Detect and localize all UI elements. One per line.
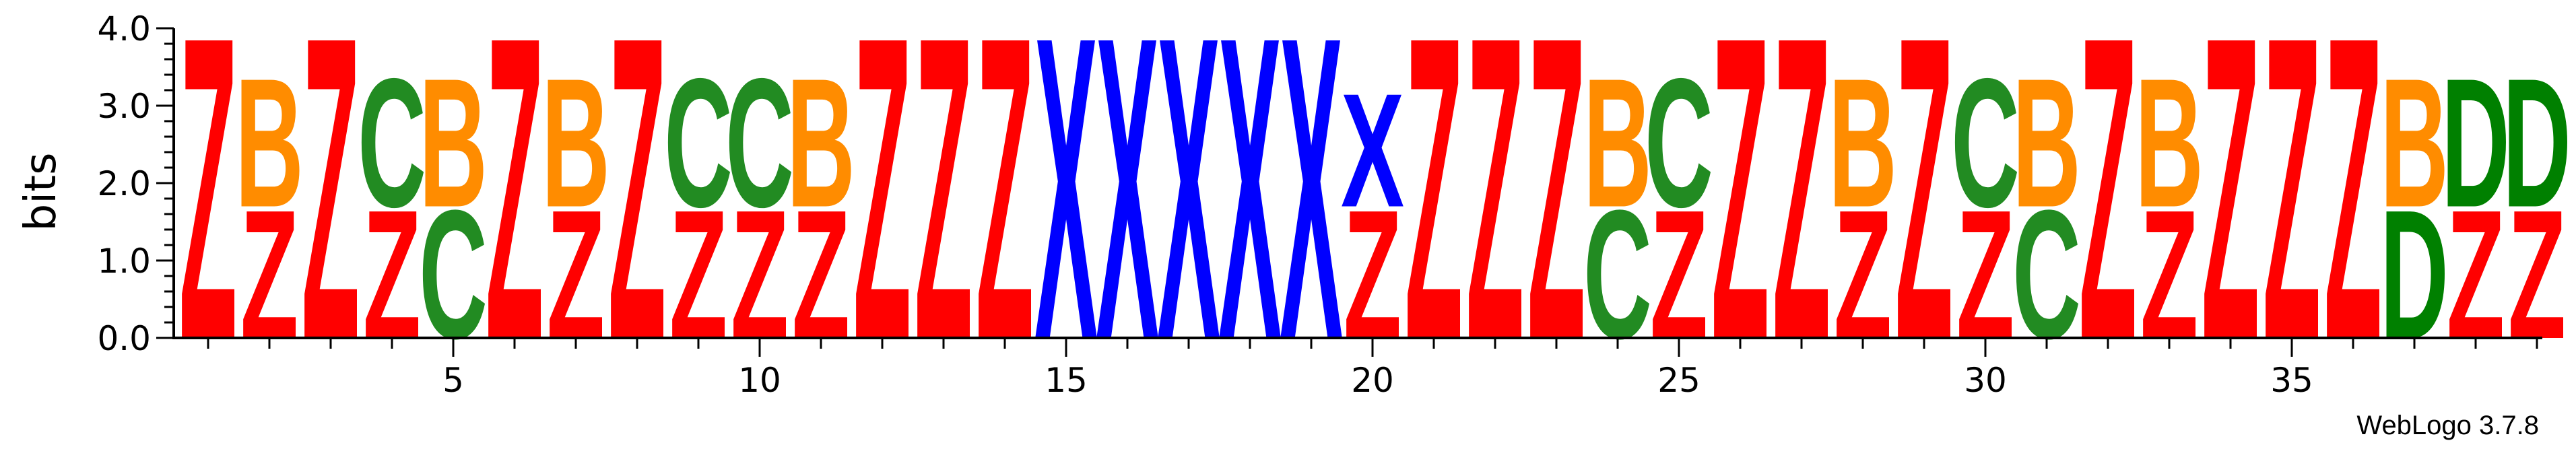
logo-letter-z: Z	[179, 0, 237, 430]
x-tick-label: 35	[2270, 361, 2313, 400]
logo-letter-z: Z	[2079, 0, 2137, 430]
x-axis-ticks: 5 10 15 20 25 30 35	[207, 338, 2538, 400]
x-tick-label: 5	[442, 361, 464, 400]
logo-letter-z: Z	[2324, 0, 2382, 430]
x-tick-label: 25	[1657, 361, 1700, 400]
logo-letter-z: Z	[915, 0, 972, 430]
logo-letter-b: B	[541, 40, 610, 246]
logo-letter-z: Z	[1711, 0, 1769, 430]
logo-letter-b: B	[2135, 40, 2204, 246]
y-tick-label: 1.0	[97, 242, 151, 281]
logo-letter-z: Z	[1466, 0, 1524, 430]
logo-letter-z: Z	[1527, 0, 1585, 430]
logo-letter-c: C	[725, 40, 794, 246]
y-tick-label: 0.0	[97, 319, 151, 358]
logo-letter-b: B	[1828, 40, 1897, 246]
x-tick-label: 10	[738, 361, 781, 400]
x-tick-label: 20	[1351, 361, 1394, 400]
logo-letter-x: X	[1280, 0, 1344, 430]
logo-letter-x: X	[1157, 0, 1221, 430]
logo-letter-c: C	[1951, 40, 2020, 246]
y-tick-label: 4.0	[97, 9, 151, 48]
logo-letter-x: X	[1034, 0, 1098, 430]
logo-letter-z: Z	[1895, 0, 1953, 430]
logo-letter-b: B	[2012, 40, 2081, 246]
logo-letter-b: B	[419, 40, 488, 246]
logo-letter-z: Z	[1773, 0, 1830, 430]
logo-letter-b: B	[2380, 40, 2449, 246]
logo-letter-x: X	[1341, 59, 1404, 241]
y-axis-ticks: 0.0 1.0 2.0 3.0 4.0	[97, 9, 174, 358]
logo-letter-c: C	[358, 40, 426, 246]
logo-letter-b: B	[787, 40, 855, 246]
logo-letter-z: Z	[608, 0, 666, 430]
x-tick-label: 15	[1045, 361, 1088, 400]
x-tick-label: 30	[1964, 361, 2007, 400]
logo-letter-d: D	[2441, 40, 2510, 246]
axes: 0.0 1.0 2.0 3.0 4.0 5 10 15 20 25 30 35	[97, 9, 2542, 400]
y-tick-label: 3.0	[97, 87, 151, 126]
logo-letter-z: Z	[2202, 0, 2259, 430]
y-axis-label: bits	[16, 153, 66, 232]
logo-letter-d: D	[2503, 40, 2571, 246]
y-tick-label: 2.0	[97, 164, 151, 203]
logo-letter-z: Z	[1405, 0, 1463, 430]
logo-letter-c: C	[1645, 40, 1713, 246]
logo-letter-b: B	[235, 40, 304, 246]
weblogo-credit: WebLogo 3.7.8	[2356, 411, 2539, 440]
logo-letter-x: X	[1096, 0, 1160, 430]
logo-letter-x: X	[1218, 0, 1282, 430]
logo-letter-c: C	[664, 40, 733, 246]
logo-letter-b: B	[1583, 40, 1652, 246]
logo-letter-z: Z	[976, 0, 1034, 430]
logo-letter-z: Z	[853, 0, 911, 430]
logo-letter-z: Z	[486, 0, 543, 430]
logo-letter-z: Z	[302, 0, 360, 430]
logo-letter-z: Z	[2263, 0, 2321, 430]
